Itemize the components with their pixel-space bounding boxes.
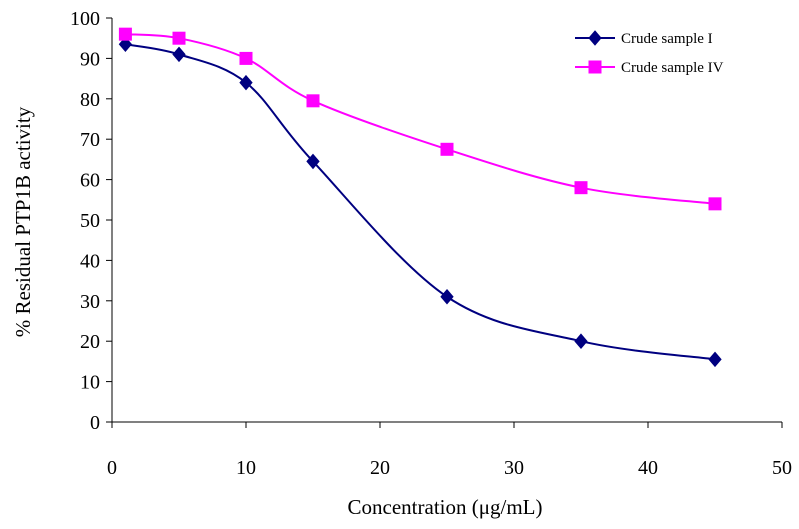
y-tick-label: 60: [80, 170, 100, 192]
legend-swatch-marker: [588, 30, 602, 46]
series-crude-sample-iv: [118, 27, 722, 211]
data-point: [306, 94, 320, 108]
x-tick-label: 20: [370, 457, 390, 479]
series-crude-sample-i: [118, 36, 722, 368]
data-point: [574, 181, 588, 195]
y-tick-label: 80: [80, 89, 100, 111]
y-tick-label: 90: [80, 48, 100, 70]
y-tick-label: 70: [80, 129, 100, 151]
x-tick-label: 0: [107, 457, 117, 479]
plot-area: 0 10 20 30 40 50 60 70 80 90 100 0 10 20 30 40 50: [70, 8, 792, 479]
x-tick-label: 10: [236, 457, 256, 479]
y-tick-label: 10: [80, 372, 100, 394]
legend-label: Crude sample IV: [621, 60, 724, 76]
data-point: [118, 27, 132, 41]
data-point: [440, 142, 454, 156]
x-tick-label: 30: [504, 457, 524, 479]
legend: Crude sample I Crude sample IV: [575, 30, 724, 76]
x-tick-label: 50: [772, 457, 792, 479]
data-point: [172, 46, 186, 63]
data-point: [239, 74, 253, 91]
data-point: [440, 288, 454, 305]
y-tick-label: 100: [70, 8, 100, 30]
data-point: [708, 197, 722, 211]
data-point: [239, 51, 253, 65]
legend-label: Crude sample I: [621, 31, 713, 47]
data-point: [118, 36, 133, 53]
series-layer: [118, 27, 722, 368]
x-axis-label: Concentration (μg/mL): [348, 495, 543, 519]
y-tick-label: 30: [80, 291, 100, 313]
data-point: [708, 351, 722, 368]
series-line: [125, 43, 716, 361]
y-tick-label: 0: [90, 412, 100, 434]
y-tick-label: 40: [80, 250, 100, 272]
legend-item: Crude sample IV: [575, 60, 724, 76]
y-tick-label: 20: [80, 331, 100, 353]
y-axis-ticks: 0 10 20 30 40 50 60 70 80 90 100: [70, 8, 112, 434]
data-point: [574, 333, 588, 349]
y-axis-label: % Residual PTP1B activity: [11, 106, 35, 337]
data-point: [172, 31, 186, 45]
legend-swatch-marker: [588, 60, 602, 74]
legend-item: Crude sample I: [575, 30, 713, 47]
data-point: [306, 153, 320, 170]
y-tick-label: 50: [80, 210, 100, 232]
x-tick-label: 40: [638, 457, 658, 479]
x-axis-ticks: 0 10 20 30 40 50: [107, 422, 792, 479]
